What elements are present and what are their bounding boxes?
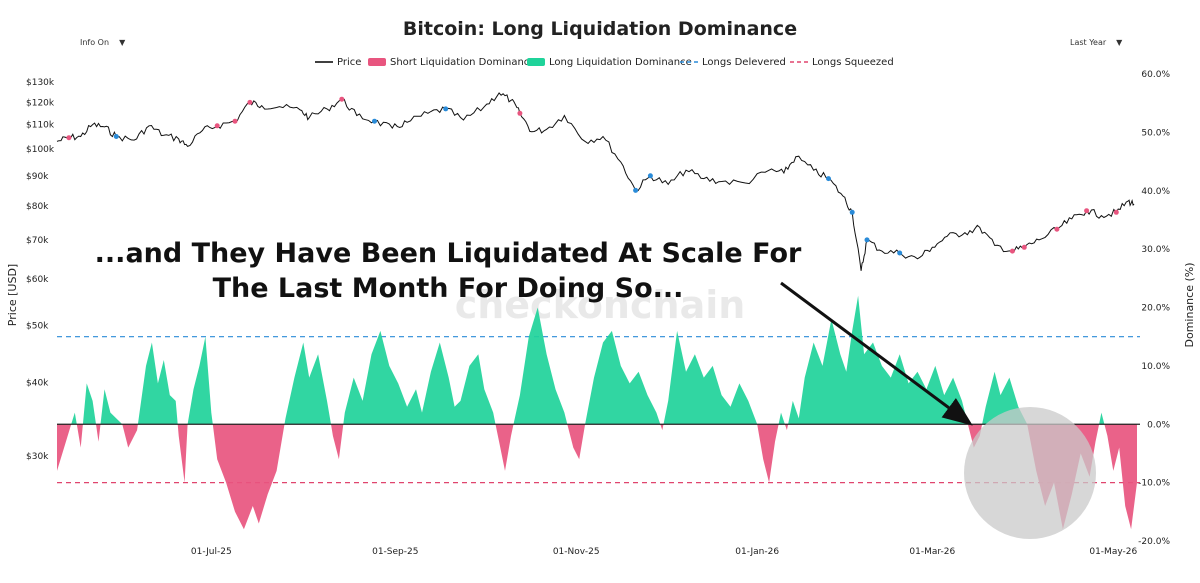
liquidation-dot bbox=[247, 99, 253, 105]
x-tick-label: 01-Mar-26 bbox=[909, 547, 955, 557]
liquidation-dot bbox=[372, 118, 377, 124]
y-left-tick-label: $70k bbox=[26, 236, 49, 246]
info-toggle-label: Info On bbox=[80, 38, 110, 47]
y-left-axis-title: Price [USD] bbox=[6, 264, 19, 326]
y-right-tick-label: 20.0% bbox=[1141, 304, 1170, 314]
chart-title: Bitcoin: Long Liquidation Dominance bbox=[403, 18, 797, 40]
price-series bbox=[56, 92, 1135, 271]
liquidation-dot bbox=[647, 173, 653, 179]
info-toggle-dropdown[interactable]: Info On ▼ bbox=[80, 38, 125, 47]
legend-item[interactable]: Longs Squeezed bbox=[790, 57, 894, 68]
liquidation-dot bbox=[1054, 226, 1060, 232]
x-tick-label: 01-Sep-25 bbox=[372, 547, 418, 557]
y-left-tick-label: $30k bbox=[26, 452, 49, 462]
y-right-tick-label: 40.0% bbox=[1141, 187, 1170, 197]
annotation-line-2: The Last Month For Doing So... bbox=[213, 273, 684, 304]
time-range-label: Last Year bbox=[1070, 38, 1107, 47]
y-right-tick-label: 30.0% bbox=[1141, 245, 1170, 255]
y-right-tick-label: 0.0% bbox=[1147, 420, 1170, 430]
price-line bbox=[56, 92, 1135, 271]
x-tick-label: 01-Nov-25 bbox=[553, 547, 600, 557]
y-left-tick-label: $90k bbox=[26, 172, 49, 182]
y-left-tick-label: $80k bbox=[26, 202, 49, 212]
y-right-tick-label: -10.0% bbox=[1138, 479, 1170, 489]
chevron-down-icon: ▼ bbox=[119, 38, 126, 47]
y-right-axis-title: Dominance (%) bbox=[1183, 262, 1196, 347]
liquidation-dot bbox=[864, 237, 870, 243]
y-left-tick-label: $130k bbox=[26, 78, 55, 88]
legend-swatch bbox=[368, 58, 386, 66]
watermark-text: checkonchain bbox=[455, 283, 746, 327]
liquidation-dot bbox=[849, 209, 855, 215]
y-right-tick-label: -20.0% bbox=[1138, 537, 1170, 547]
y-right-tick-label: 60.0% bbox=[1141, 70, 1170, 80]
liquidation-dot bbox=[113, 134, 119, 139]
y-left-tick-label: $100k bbox=[26, 145, 55, 155]
legend-item[interactable]: Price bbox=[315, 57, 361, 68]
legend-label: Long Liquidation Dominance bbox=[549, 57, 692, 68]
y-left-ticks: $30k $40k $50k $60k $70k $80k $90k $100k $110k $1… bbox=[26, 78, 55, 462]
y-left-tick-label: $60k bbox=[26, 275, 49, 285]
legend-label: Longs Squeezed bbox=[812, 57, 894, 68]
y-right-tick-label: 50.0% bbox=[1141, 128, 1170, 138]
y-left-tick-label: $110k bbox=[26, 121, 55, 131]
liquidation-dot bbox=[897, 250, 903, 256]
long-liquidation-area bbox=[57, 295, 1137, 425]
legend-swatch bbox=[527, 58, 545, 66]
x-ticks: 01-Jul-25 01-Sep-25 01-Nov-25 01-Jan-26 01-M… bbox=[191, 547, 1138, 557]
liquidation-dot bbox=[214, 123, 220, 129]
legend-item[interactable]: Short Liquidation Dominance bbox=[368, 57, 535, 68]
annotation-arrow bbox=[780, 281, 973, 426]
legend-label: Short Liquidation Dominance bbox=[390, 57, 535, 68]
legend-label: Longs Delevered bbox=[702, 57, 786, 68]
chart-legend: Price Short Liquidation Dominance Long Liq… bbox=[315, 57, 894, 68]
chevron-down-icon: ▼ bbox=[1116, 38, 1123, 47]
liquidation-dot bbox=[1113, 209, 1119, 215]
liquidation-dot bbox=[826, 176, 831, 182]
liquidation-dot bbox=[339, 96, 345, 102]
time-range-dropdown[interactable]: Last Year ▼ bbox=[1070, 38, 1122, 47]
annotation-line-1: ...and They Have Been Liquidated At Scal… bbox=[95, 238, 802, 269]
liquidation-dot bbox=[517, 110, 523, 116]
x-tick-label: 01-May-26 bbox=[1089, 547, 1137, 557]
y-left-tick-label: $50k bbox=[26, 322, 49, 332]
legend-item[interactable]: Long Liquidation Dominance bbox=[527, 57, 692, 68]
y-right-ticks: 60.0% 50.0% 40.0% 30.0% 20.0% 10.0% 0.0% -10.0%… bbox=[1138, 70, 1170, 547]
y-left-tick-label: $120k bbox=[26, 98, 55, 108]
liquidation-dot bbox=[1084, 208, 1090, 214]
y-left-tick-label: $40k bbox=[26, 379, 49, 389]
short-liquidation-area bbox=[57, 424, 1137, 530]
liquidation-dot bbox=[633, 187, 639, 193]
highlight-circle bbox=[964, 407, 1096, 539]
y-right-tick-label: 10.0% bbox=[1141, 362, 1170, 372]
liquidation-dot bbox=[66, 135, 72, 141]
x-tick-label: 01-Jan-26 bbox=[735, 547, 779, 557]
liquidation-dot bbox=[1021, 244, 1027, 250]
liquidation-dot bbox=[232, 118, 238, 124]
legend-label: Price bbox=[337, 57, 361, 68]
liquidation-dot bbox=[443, 106, 449, 112]
liquidation-dot bbox=[1009, 248, 1015, 254]
x-tick-label: 01-Jul-25 bbox=[191, 547, 232, 557]
legend-item[interactable]: Longs Delevered bbox=[680, 57, 786, 68]
